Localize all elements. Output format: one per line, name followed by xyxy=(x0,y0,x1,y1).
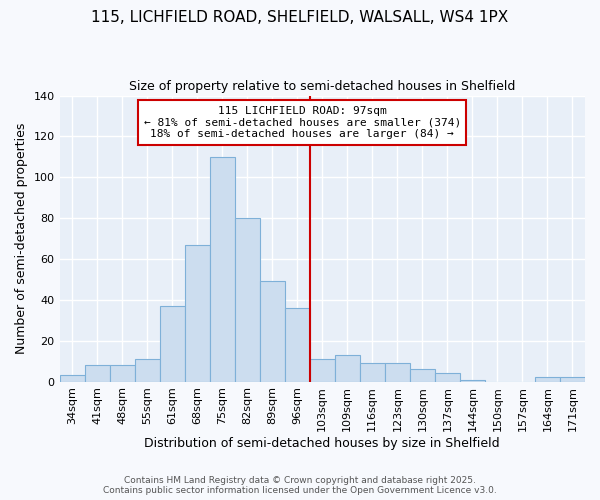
Text: Contains HM Land Registry data © Crown copyright and database right 2025.
Contai: Contains HM Land Registry data © Crown c… xyxy=(103,476,497,495)
Bar xyxy=(560,378,585,382)
Text: 115, LICHFIELD ROAD, SHELFIELD, WALSALL, WS4 1PX: 115, LICHFIELD ROAD, SHELFIELD, WALSALL,… xyxy=(91,10,509,25)
Title: Size of property relative to semi-detached houses in Shelfield: Size of property relative to semi-detach… xyxy=(129,80,515,93)
Bar xyxy=(460,380,485,382)
Bar xyxy=(134,359,160,382)
X-axis label: Distribution of semi-detached houses by size in Shelfield: Distribution of semi-detached houses by … xyxy=(145,437,500,450)
Bar xyxy=(260,282,285,382)
Bar xyxy=(209,157,235,382)
Bar xyxy=(310,359,335,382)
Text: 115 LICHFIELD ROAD: 97sqm
← 81% of semi-detached houses are smaller (374)
18% of: 115 LICHFIELD ROAD: 97sqm ← 81% of semi-… xyxy=(143,106,461,139)
Bar xyxy=(385,363,410,382)
Bar xyxy=(85,365,110,382)
Bar xyxy=(335,355,360,382)
Bar xyxy=(435,374,460,382)
Bar xyxy=(160,306,185,382)
Bar xyxy=(410,370,435,382)
Bar xyxy=(285,308,310,382)
Y-axis label: Number of semi-detached properties: Number of semi-detached properties xyxy=(15,123,28,354)
Bar xyxy=(360,363,385,382)
Bar xyxy=(59,376,85,382)
Bar xyxy=(110,365,134,382)
Bar xyxy=(185,244,209,382)
Bar xyxy=(235,218,260,382)
Bar xyxy=(535,378,560,382)
